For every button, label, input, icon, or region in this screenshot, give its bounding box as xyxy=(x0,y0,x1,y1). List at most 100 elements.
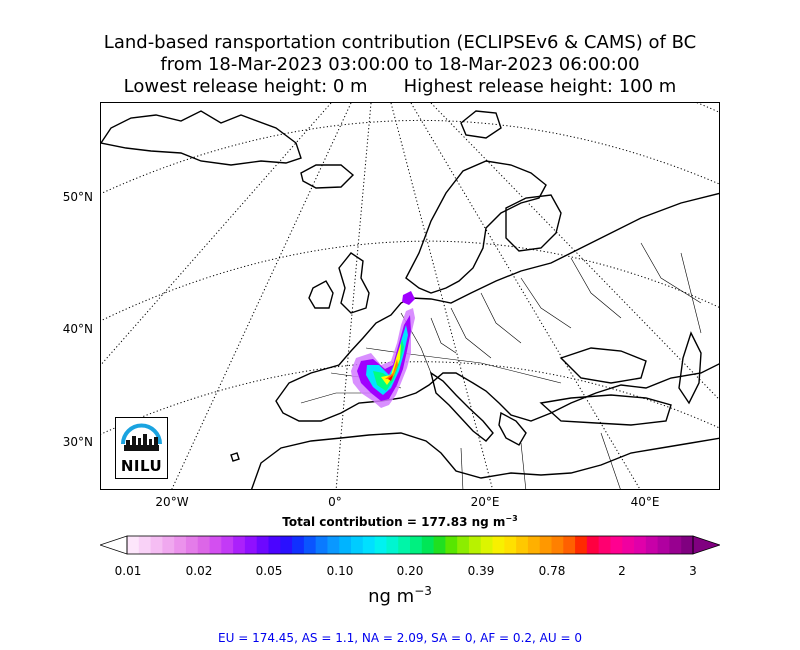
colorbar-unit-exponent: −3 xyxy=(414,584,432,598)
lon-label-40e: 40°E xyxy=(630,495,660,509)
meridian-0 xyxy=(335,103,372,489)
parallel-30n xyxy=(101,361,719,435)
colorbar-cell xyxy=(645,536,659,554)
scandinavia-coast xyxy=(405,160,547,294)
colorbar-cell xyxy=(421,536,434,554)
colorbar-cell xyxy=(480,536,493,554)
colorbar-cell xyxy=(445,536,458,554)
colorbar-cell xyxy=(185,536,199,554)
highest-release-height: Highest release height: 100 m xyxy=(403,76,677,97)
map-title-line3: Lowest release height: 0 m Highest releas… xyxy=(0,76,800,98)
colorbar-cell xyxy=(233,536,246,554)
colorbar-cell xyxy=(162,536,175,554)
plume-north-spot xyxy=(402,291,415,305)
plume-orange xyxy=(385,359,398,379)
lowest-release-height: Lowest release height: 0 m xyxy=(123,76,368,97)
greenland-coast xyxy=(101,110,302,166)
colorbar-cell xyxy=(256,536,269,554)
colorbar-outline xyxy=(126,535,694,555)
colorbar-cell xyxy=(492,536,505,554)
colorbar-cell xyxy=(657,536,670,554)
colorbar-cell xyxy=(127,536,140,554)
colorbar-cell xyxy=(634,536,647,554)
colorbar xyxy=(100,535,720,555)
colorbar-tick: 0.02 xyxy=(185,564,213,578)
colorbar-cell xyxy=(351,536,364,554)
colorbar-cell xyxy=(280,536,293,554)
colorbar-cell xyxy=(197,536,210,554)
colorbar-cell xyxy=(563,536,576,554)
colorbar-tick: 0.10 xyxy=(326,564,354,578)
colorbar-cell xyxy=(669,536,682,554)
plume-red xyxy=(388,369,395,381)
turkey-coast xyxy=(539,394,672,426)
regional-contributions: EU = 174.45, AS = 1.1, NA = 2.09, SA = 0… xyxy=(218,631,582,645)
colorbar-cell xyxy=(681,536,694,554)
nilu-logo-text: NILU xyxy=(120,457,163,475)
concentration-plume xyxy=(351,291,415,408)
colorbar-cell xyxy=(516,536,529,554)
lat-label-40n: 40°N xyxy=(62,322,93,336)
colorbar-unit-base: ng m xyxy=(368,586,415,607)
total-contribution-text: Total contribution = 177.83 ng m xyxy=(282,515,506,529)
colorbar-cell xyxy=(622,536,635,554)
graticule xyxy=(101,103,719,489)
lon-label-0: 0° xyxy=(328,495,342,509)
coastlines xyxy=(101,110,719,489)
colorbar-cell xyxy=(457,536,470,554)
map-panel xyxy=(100,102,720,490)
colorbar-cell xyxy=(327,536,340,554)
colorbar-cell xyxy=(374,536,387,554)
colorbar-cell xyxy=(539,536,552,554)
colorbar-tick: 0.05 xyxy=(255,564,283,578)
colorbar-cell xyxy=(303,536,317,554)
mainland-europe-coast xyxy=(275,192,719,422)
parallel-50n xyxy=(101,120,719,195)
lat-label-30n: 30°N xyxy=(62,435,93,449)
nilu-logo-mark xyxy=(121,423,162,451)
colorbar-cell xyxy=(315,536,328,554)
colorbar-cell xyxy=(527,536,541,554)
svalbard-coast xyxy=(460,110,502,139)
italy-coast xyxy=(429,371,494,442)
black-sea-coast xyxy=(559,347,647,384)
colorbar-tick: 2 xyxy=(618,564,626,578)
colorbar-cell xyxy=(339,536,352,554)
colorbar-unit-label: ng m−3 xyxy=(0,584,800,607)
meridian-20w xyxy=(171,103,352,489)
lat-label-50n: 50°N xyxy=(62,190,93,204)
parallel-60n xyxy=(696,103,719,113)
colorbar-cell xyxy=(586,536,600,554)
colorbar-cell xyxy=(292,536,305,554)
lon-label-20w: 20°W xyxy=(155,495,189,509)
caspian-coast xyxy=(678,331,702,405)
ireland-coast xyxy=(308,280,334,309)
colorbar-cell xyxy=(150,536,163,554)
lon-label-20e: 20°E xyxy=(470,495,500,509)
colorbar-extend-high xyxy=(692,535,720,555)
meridian-40w xyxy=(101,103,332,366)
iceland-coast xyxy=(300,164,355,189)
colorbar-tick: 0.78 xyxy=(538,564,566,578)
colorbar-tick: 0.39 xyxy=(467,564,495,578)
colorbar-tick: 3 xyxy=(689,564,697,578)
colorbar-cell xyxy=(386,536,399,554)
greece-coast xyxy=(498,411,527,446)
colorbar-cell xyxy=(244,536,258,554)
map-title-line1: Land-based ransportation contribution (E… xyxy=(103,32,697,53)
british-isles-coast xyxy=(338,252,370,314)
colorbar-cell xyxy=(551,536,564,554)
colorbar-cell xyxy=(221,536,234,554)
colorbar-cell xyxy=(398,536,411,554)
total-contribution-exponent: −3 xyxy=(505,514,518,523)
colorbar-cell xyxy=(610,536,623,554)
colorbar-tick: 0.01 xyxy=(114,564,142,578)
colorbar-cell xyxy=(468,536,482,554)
colorbar-cell xyxy=(174,536,187,554)
colorbar-cell xyxy=(433,536,446,554)
colorbar-extend-low xyxy=(100,535,128,555)
map-svg xyxy=(101,103,719,489)
colorbar-cells xyxy=(127,536,694,554)
colorbar-cell xyxy=(209,536,222,554)
colorbar-tick: 0.20 xyxy=(396,564,424,578)
